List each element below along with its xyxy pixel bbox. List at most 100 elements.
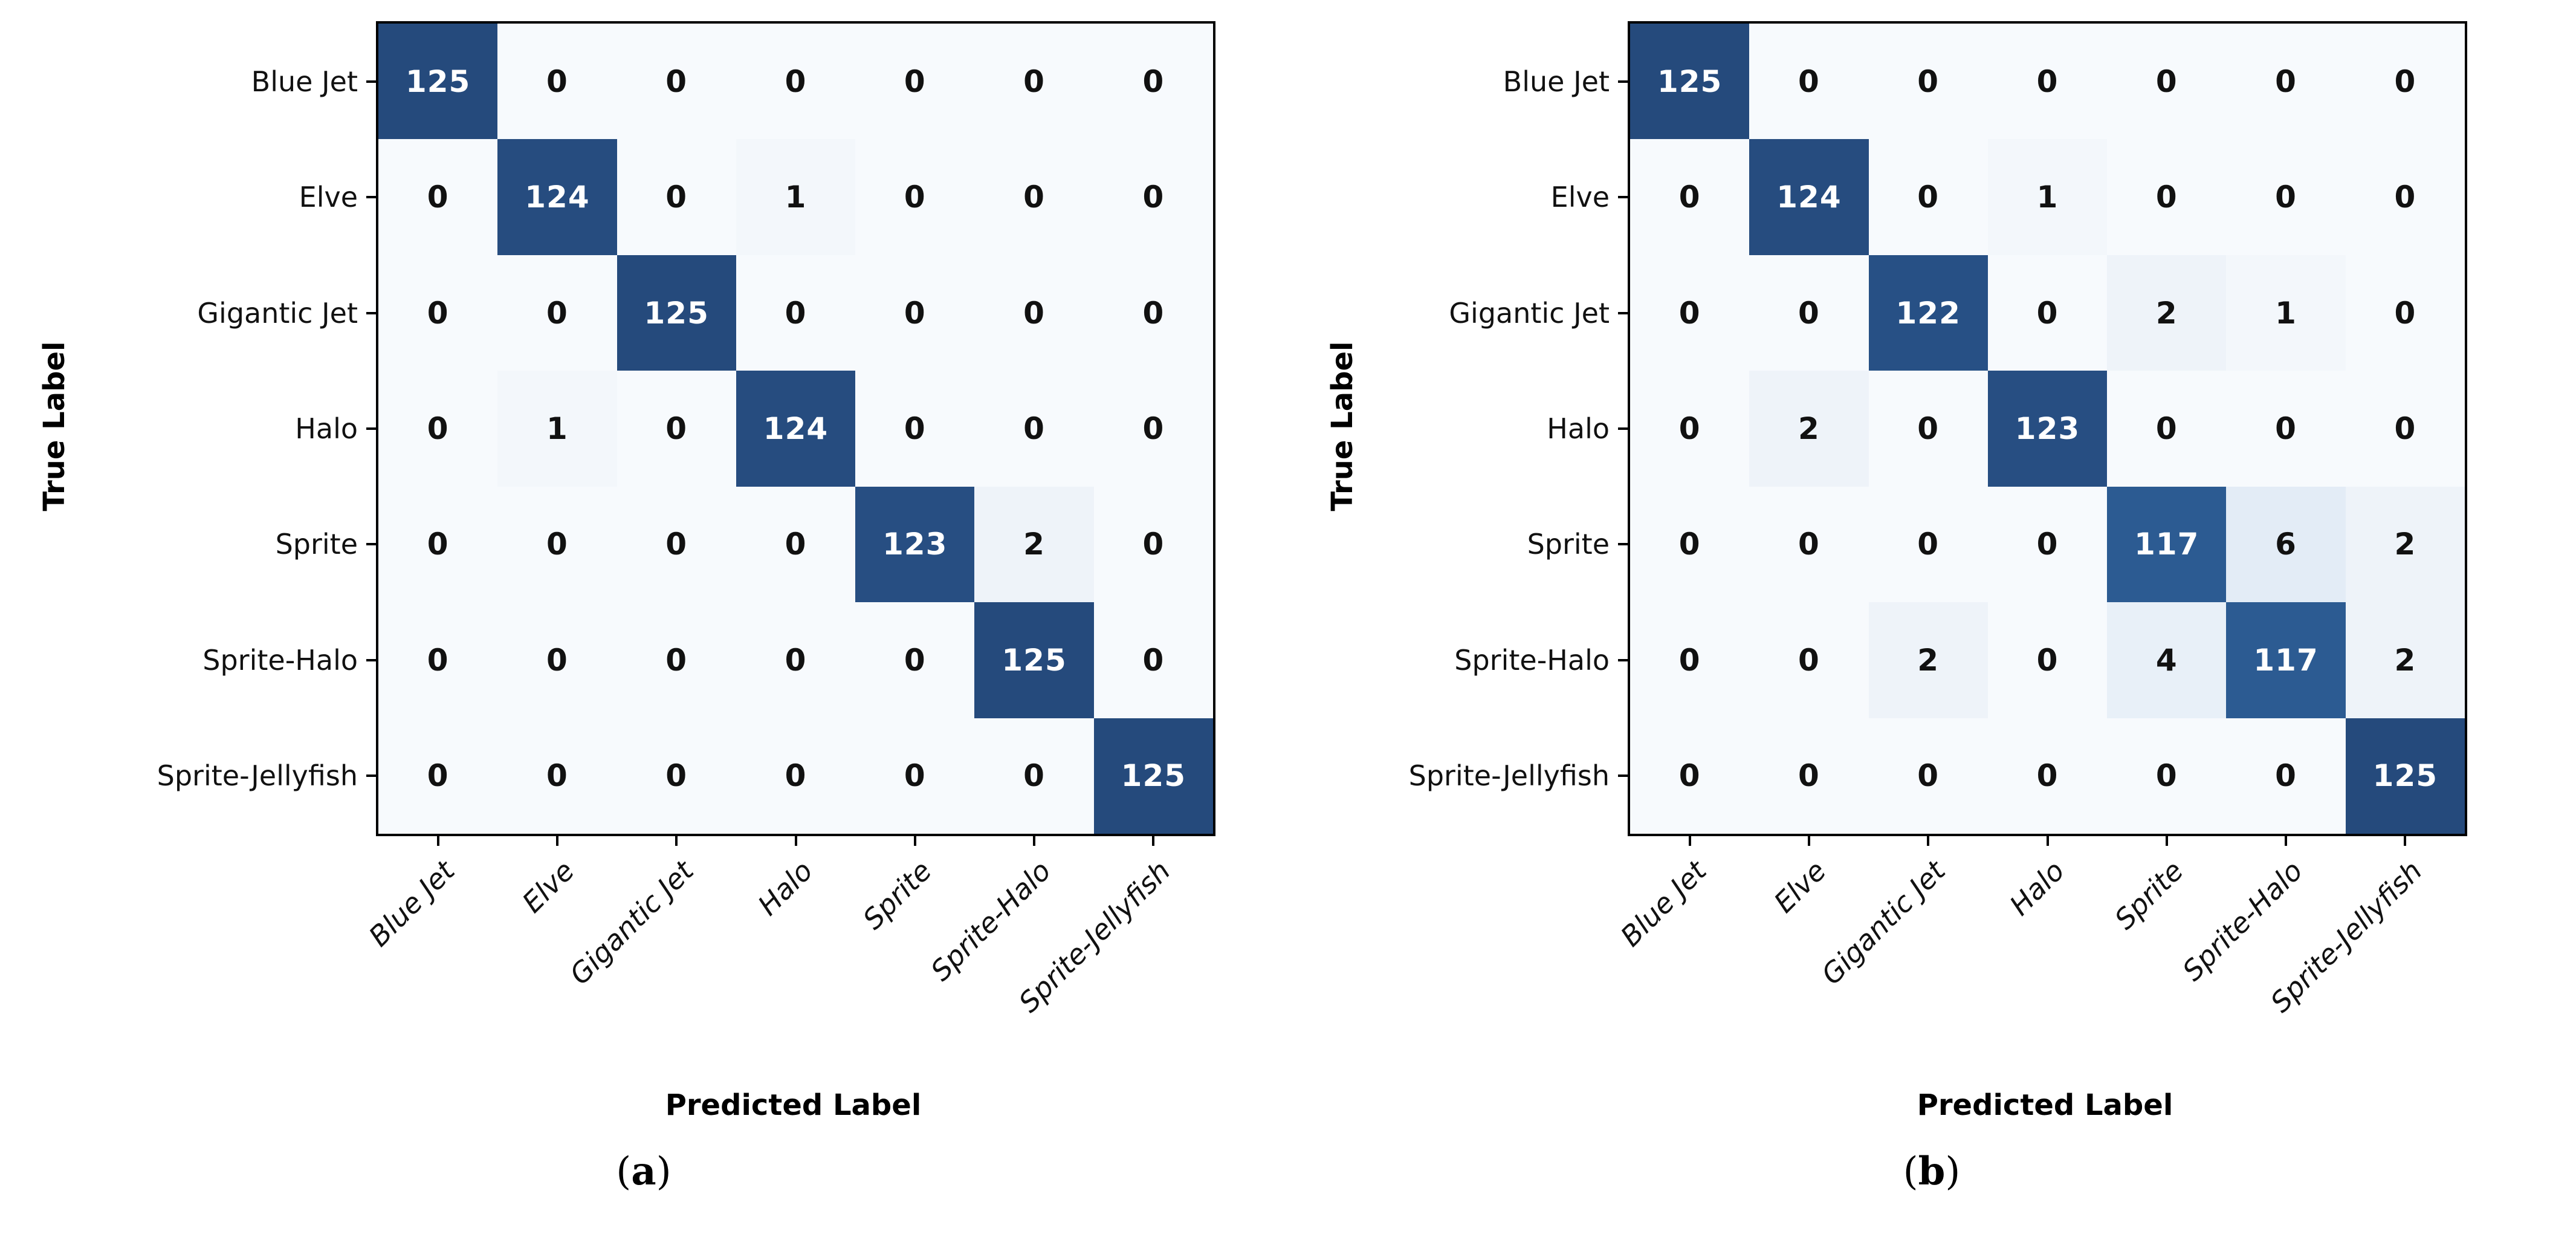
- matrix-cell: 125: [616, 255, 736, 371]
- matrix-cell: 2: [974, 486, 1094, 603]
- caption-paren-close: ): [1945, 1149, 1961, 1194]
- y-tick-mark: [1618, 196, 1628, 199]
- matrix-cell: 0: [1093, 371, 1213, 487]
- x-axis-title: Predicted Label: [665, 1088, 922, 1122]
- matrix-cell: 0: [497, 718, 617, 834]
- matrix-cell: 0: [1093, 24, 1213, 140]
- subfigure-caption: (a): [616, 1149, 671, 1194]
- matrix-cell: 0: [1868, 24, 1988, 140]
- matrix-cell: 1: [1987, 139, 2108, 255]
- matrix-cell: 2: [2345, 486, 2465, 603]
- matrix-cell: 0: [378, 486, 498, 603]
- row-label: Sprite-Halo: [1454, 643, 1610, 677]
- col-label: Elve: [1767, 854, 1833, 920]
- x-tick-mark: [675, 836, 678, 846]
- matrix-cell: 2: [2107, 255, 2227, 371]
- matrix-cell: 0: [1868, 486, 1988, 603]
- y-tick-mark: [366, 658, 376, 661]
- col-label: Elve: [516, 854, 581, 920]
- matrix-cell: 124: [497, 139, 617, 255]
- matrix-cell: 0: [616, 371, 736, 487]
- matrix-cell: 0: [1630, 139, 1750, 255]
- x-tick-mark: [1033, 836, 1036, 846]
- x-tick-mark: [2404, 836, 2407, 846]
- matrix-cell: 0: [1749, 602, 1869, 718]
- matrix-cell: 0: [2226, 139, 2346, 255]
- col-label: Blue Jet: [1614, 854, 1713, 953]
- matrix-cell: 0: [736, 486, 856, 603]
- matrix-cell: 2: [2345, 602, 2465, 718]
- matrix-cell: 0: [2345, 371, 2465, 487]
- matrix-cell: 0: [855, 139, 975, 255]
- matrix-cell: 2: [1749, 371, 1869, 487]
- matrix-cell: 0: [2226, 371, 2346, 487]
- x-tick-mark: [436, 836, 439, 846]
- matrix-cell: 0: [1093, 139, 1213, 255]
- matrix-cell: 4: [2107, 602, 2227, 718]
- y-axis-title: True Label: [1325, 341, 1359, 511]
- matrix-cell: 0: [1987, 602, 2108, 718]
- matrix-cell: 0: [1630, 602, 1750, 718]
- matrix-cell: 0: [974, 371, 1094, 487]
- matrix-cell: 125: [974, 602, 1094, 718]
- row-label: Elve: [299, 181, 358, 214]
- matrix-cell: 0: [2226, 718, 2346, 834]
- matrix-cell: 125: [2345, 718, 2465, 834]
- matrix-cell: 0: [1987, 718, 2108, 834]
- matrix-cell: 2: [1868, 602, 1988, 718]
- matrix-cell: 0: [855, 24, 975, 140]
- matrix-cell: 123: [855, 486, 975, 603]
- matrix-cell: 0: [736, 24, 856, 140]
- x-tick-mark: [1152, 836, 1155, 846]
- matrix-cell: 0: [378, 371, 498, 487]
- matrix-cell: 0: [497, 24, 617, 140]
- caption-letter: a: [631, 1149, 656, 1194]
- matrix-cell: 0: [1868, 718, 1988, 834]
- col-label: Sprite: [2108, 854, 2190, 936]
- y-tick-mark: [1618, 311, 1628, 314]
- matrix-cell: 117: [2107, 486, 2227, 603]
- col-label: Halo: [751, 854, 819, 922]
- matrix-cell: 0: [1749, 718, 1869, 834]
- matrix-cell: 0: [497, 255, 617, 371]
- matrix-cell: 0: [2345, 255, 2465, 371]
- matrix-cell: 0: [616, 718, 736, 834]
- x-tick-mark: [1807, 836, 1810, 846]
- row-label: Halo: [295, 412, 358, 445]
- row-label: Blue Jet: [1503, 65, 1610, 98]
- matrix-cell: 0: [974, 255, 1094, 371]
- matrix-cell: 0: [736, 718, 856, 834]
- col-label: Gigantic Jet: [563, 854, 700, 991]
- matrix-cell: 0: [2345, 139, 2465, 255]
- matrix-cell: 0: [1987, 486, 2108, 603]
- col-label: Halo: [2003, 854, 2071, 922]
- row-label: Elve: [1550, 181, 1610, 214]
- matrix-cell: 0: [1868, 139, 1988, 255]
- matrix-cell: 123: [1987, 371, 2108, 487]
- caption-paren-close: ): [656, 1149, 672, 1194]
- heatmap-grid: 125 0 0 0 0 0 0 0 124 0 1 0 0 0 0 0 125 0 0 0 0 0 1 0 124 0 0 0 0 0 0 0…: [378, 24, 1213, 834]
- y-axis-title: True Label: [37, 341, 71, 511]
- matrix-cell: 0: [616, 24, 736, 140]
- matrix-cell: 0: [736, 255, 856, 371]
- x-tick-mark: [913, 836, 916, 846]
- x-tick-mark: [555, 836, 558, 846]
- confusion-matrix-a: 125 0 0 0 0 0 0 0 124 0 1 0 0 0 0 0 125 0 0 0 0 0 1 0 124 0 0 0 0 0 0 0…: [157, 21, 1215, 1019]
- matrix-cell: 0: [974, 24, 1094, 140]
- matrix-cell: 0: [1987, 24, 2108, 140]
- y-tick-mark: [366, 311, 376, 314]
- matrix-cell: 1: [736, 139, 856, 255]
- matrix-cell: 0: [1093, 602, 1213, 718]
- matrix-cell: 117: [2226, 602, 2346, 718]
- matrix-cell: 0: [1749, 255, 1869, 371]
- row-label: Sprite: [275, 528, 358, 561]
- col-label: Gigantic Jet: [1814, 854, 1952, 991]
- matrix-cell: 0: [1630, 486, 1750, 603]
- matrix-cell: 0: [1093, 255, 1213, 371]
- matrix-cell: 0: [1630, 371, 1750, 487]
- matrix-cell: 0: [2107, 24, 2227, 140]
- matrix-cell: 0: [855, 718, 975, 834]
- matrix-cell: 0: [1987, 255, 2108, 371]
- row-label: Gigantic Jet: [1449, 296, 1610, 330]
